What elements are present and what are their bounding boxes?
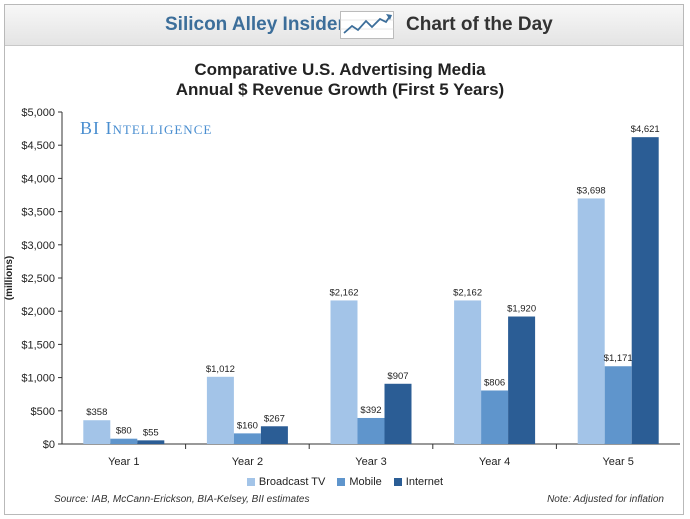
bar-internet-year-3 [384,383,412,444]
y-tick-label: $3,000 [21,240,55,252]
inflation-note: Note: Adjusted for inflation [547,494,664,505]
legend-swatch-broadcast [246,478,255,486]
x-tick-label: Year 1 [108,456,139,468]
section-title: Chart of the Day [406,14,553,35]
legend-label-broadcast: Broadcast TV [258,476,326,488]
bar-broadcast-year-3 [330,300,358,444]
bar-broadcast-year-2 [206,376,234,444]
bar-internet-year-2 [260,426,288,444]
legend: Broadcast TV Mobile Internet [0,476,690,488]
data-label-mobile: $392 [360,405,381,416]
bar-mobile-year-1 [110,438,138,444]
y-tick-label: $4,000 [21,173,55,185]
x-tick-label: Year 5 [602,456,633,468]
data-label-internet: $4,621 [631,124,660,135]
bar-mobile-year-3 [357,417,385,444]
y-tick-label: $500 [31,406,55,418]
x-tick-label: Year 3 [355,456,386,468]
data-label-broadcast: $3,698 [577,185,606,196]
legend-label-mobile: Mobile [349,476,382,488]
y-tick-label: $1,500 [21,339,55,351]
data-label-internet: $267 [264,413,285,424]
bar-broadcast-year-5 [577,198,605,444]
data-label-internet: $55 [143,427,159,438]
y-tick-label: $2,000 [21,306,55,318]
data-label-broadcast: $2,162 [453,287,482,298]
y-tick-label: $0 [43,439,55,451]
data-label-internet: $1,920 [507,304,536,315]
y-tick-label: $3,500 [21,207,55,219]
x-tick-label: Year 2 [232,456,263,468]
legend-item-internet: Internet [393,476,444,488]
chart-title-line-2: Annual $ Revenue Growth (First 5 Years) [175,80,505,99]
watermark: BI Intelligence [80,118,213,138]
bar-mobile-year-4 [481,390,509,444]
data-label-broadcast: $1,012 [206,364,235,375]
data-label-internet: $907 [387,371,408,382]
data-label-broadcast: $2,162 [329,287,358,298]
bar-internet-year-4 [508,316,536,444]
data-label-broadcast: $358 [86,407,107,418]
y-axis-label: (millions) [4,256,15,300]
bar-mobile-year-2 [233,433,261,444]
chart-title-line-1: Comparative U.S. Advertising Media [194,60,486,79]
source-note: Source: IAB, McCann-Erickson, BIA-Kelsey… [54,494,310,505]
y-tick-label: $2,500 [21,273,55,285]
brand-title[interactable]: Silicon Alley Insider [165,14,345,35]
legend-swatch-mobile [337,478,346,486]
y-tick-label: $1,000 [21,373,55,385]
legend-item-mobile: Mobile [337,476,382,488]
bar-broadcast-year-1 [83,420,111,444]
trend-chart-icon [340,11,394,39]
bar-internet-year-5 [631,137,659,445]
data-label-mobile: $1,171 [604,353,633,364]
y-tick-label: $4,500 [21,140,55,152]
data-label-mobile: $160 [237,420,258,431]
header-banner: Silicon Alley Insider Chart of the Day [5,5,683,46]
legend-label-internet: Internet [405,476,444,488]
bar-internet-year-1 [137,440,165,444]
data-label-mobile: $806 [484,377,505,388]
y-tick-label: $5,000 [21,107,55,119]
legend-swatch-internet [393,478,402,486]
bar-broadcast-year-4 [454,300,482,444]
x-tick-label: Year 4 [479,456,510,468]
legend-item-broadcast: Broadcast TV [246,476,326,488]
bar-mobile-year-5 [604,366,632,444]
data-label-mobile: $80 [116,426,132,437]
